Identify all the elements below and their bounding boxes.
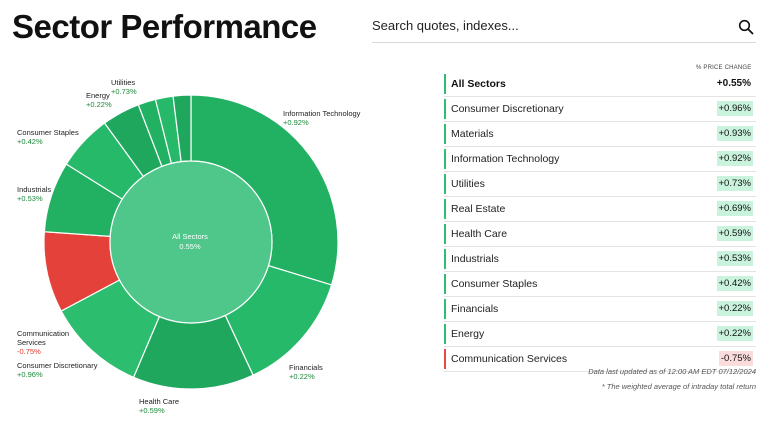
sector-change: +0.22%: [716, 326, 753, 341]
table-row[interactable]: Consumer Discretionary +0.96%: [444, 97, 756, 122]
page-title: Sector Performance: [12, 8, 317, 45]
sector-table: All Sectors +0.55% Consumer Discretionary…: [444, 72, 756, 372]
sector-change: +0.22%: [716, 301, 753, 316]
donut-label-consumer-discretionary: Consumer Discretionary +0.96%: [17, 361, 98, 379]
sector-change: +0.73%: [716, 176, 753, 191]
search-bar[interactable]: [372, 14, 756, 43]
sector-name: Industrials: [451, 253, 499, 265]
donut-label-utilities: Utilities +0.73%: [111, 78, 137, 96]
table-row[interactable]: Industrials +0.53%: [444, 247, 756, 272]
weighted-average-note: * The weighted average of intraday total…: [601, 382, 756, 391]
table-row[interactable]: Energy +0.22%: [444, 322, 756, 347]
donut-center-title: All Sectors: [172, 232, 208, 241]
sector-change: +0.93%: [716, 126, 753, 141]
sector-name: Communication Services: [451, 353, 568, 365]
sector-name: Health Care: [451, 228, 508, 240]
donut-label-consumer-staples: Consumer Staples +0.42%: [17, 128, 79, 146]
row-indicator: [444, 99, 446, 119]
row-indicator: [444, 124, 446, 144]
sector-change: +0.55%: [716, 78, 751, 89]
sector-name: Information Technology: [451, 153, 560, 165]
table-row[interactable]: Communication Services -0.75%: [444, 347, 756, 372]
table-row[interactable]: Consumer Staples +0.42%: [444, 272, 756, 297]
row-indicator: [444, 74, 446, 94]
sector-change: -0.75%: [718, 351, 753, 366]
sector-change: +0.59%: [716, 226, 753, 241]
table-row[interactable]: Real Estate +0.69%: [444, 197, 756, 222]
row-indicator: [444, 349, 446, 369]
row-indicator: [444, 249, 446, 269]
sector-name: Financials: [451, 303, 499, 315]
segment-all-sectors-center[interactable]: [109, 160, 273, 324]
sector-change: +0.96%: [716, 101, 753, 116]
donut-center-label: All Sectors 0.55%: [140, 232, 240, 252]
sector-name: Energy: [451, 328, 485, 340]
donut-label-communication-services: Communication Services -0.75%: [17, 329, 70, 356]
sector-change: +0.42%: [716, 276, 753, 291]
sector-donut-chart: [43, 94, 339, 390]
table-row[interactable]: Utilities +0.73%: [444, 172, 756, 197]
search-icon[interactable]: [738, 19, 754, 35]
sector-name: Utilities: [451, 178, 485, 190]
sector-change: +0.53%: [716, 251, 753, 266]
donut-label-industrials: Industrials +0.53%: [17, 185, 52, 203]
sector-name: All Sectors: [451, 78, 506, 90]
table-row[interactable]: All Sectors +0.55%: [444, 72, 756, 97]
price-change-header: % PRICE CHANGE: [696, 65, 752, 71]
donut-label-financials: Financials +0.22%: [289, 363, 323, 381]
row-indicator: [444, 149, 446, 169]
sector-name: Consumer Staples: [451, 278, 538, 290]
sector-change: +0.69%: [716, 201, 753, 216]
sector-name: Materials: [451, 128, 494, 140]
row-indicator: [444, 274, 446, 294]
donut-label-health-care: Health Care +0.59%: [139, 397, 180, 415]
table-row[interactable]: Materials +0.93%: [444, 122, 756, 147]
row-indicator: [444, 324, 446, 344]
donut-label-energy: Energy +0.22%: [86, 91, 112, 109]
row-indicator: [444, 299, 446, 319]
table-row[interactable]: Health Care +0.59%: [444, 222, 756, 247]
sector-change: +0.92%: [716, 151, 753, 166]
search-input[interactable]: [372, 18, 712, 33]
donut-label-information-technology: Information Technology +0.92%: [283, 109, 361, 127]
sector-name: Consumer Discretionary: [451, 103, 564, 115]
row-indicator: [444, 224, 446, 244]
last-updated-note: Data last updated as of 12:00 AM EDT 07/…: [588, 367, 756, 376]
table-row[interactable]: Financials +0.22%: [444, 297, 756, 322]
sector-name: Real Estate: [451, 203, 506, 215]
row-indicator: [444, 199, 446, 219]
donut-center-value: 0.55%: [179, 242, 201, 251]
table-row[interactable]: Information Technology +0.92%: [444, 147, 756, 172]
row-indicator: [444, 174, 446, 194]
